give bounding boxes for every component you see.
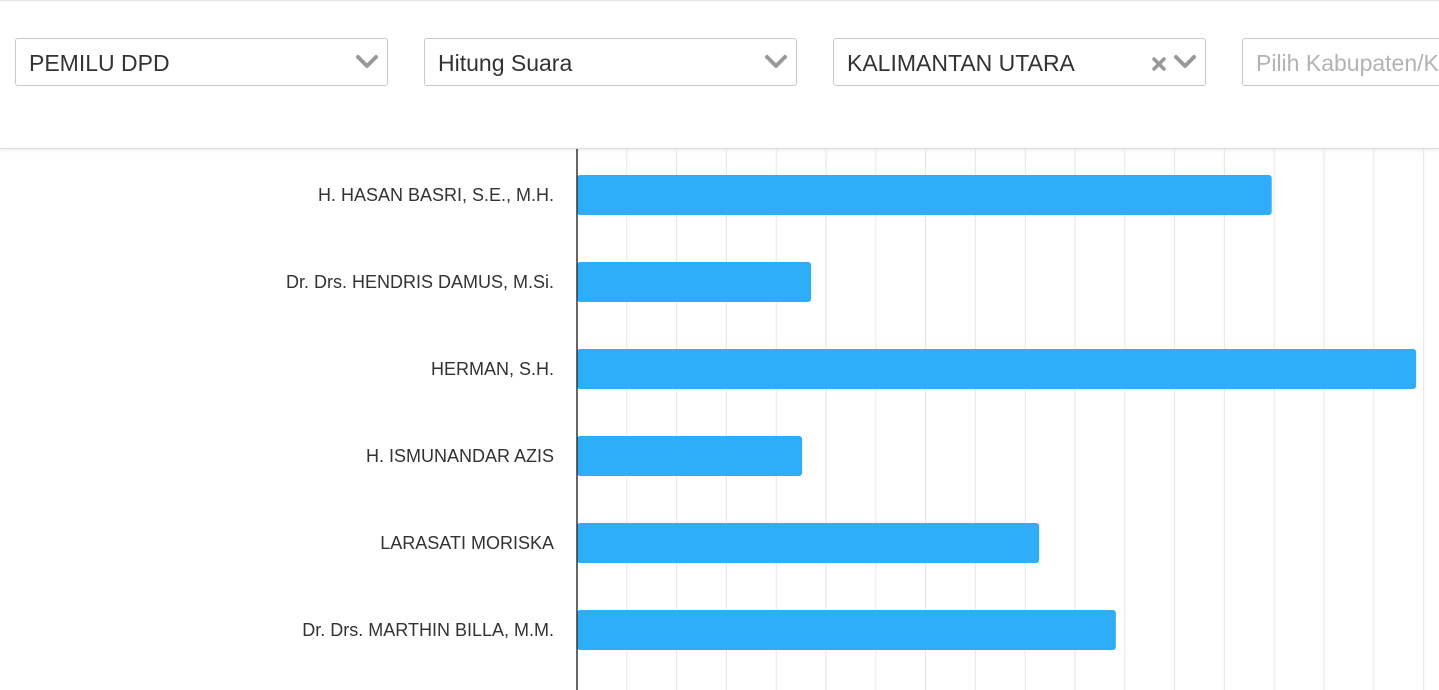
count-type-select[interactable]: Hitung Suara bbox=[424, 38, 797, 86]
category-label: HERMAN, S.H. bbox=[431, 359, 554, 379]
close-icon[interactable] bbox=[1151, 56, 1167, 72]
category-label: H. HASAN BASRI, S.E., M.H. bbox=[318, 185, 554, 205]
bar[interactable] bbox=[577, 262, 812, 302]
regency-placeholder: Pilih Kabupaten/Kota bbox=[1256, 50, 1439, 76]
bar[interactable] bbox=[577, 610, 1116, 650]
bar[interactable] bbox=[577, 349, 1417, 389]
chevron-down-icon[interactable] bbox=[1173, 53, 1197, 71]
chevron-down-icon[interactable] bbox=[355, 53, 379, 71]
regency-select[interactable]: Pilih Kabupaten/Kota bbox=[1242, 38, 1439, 86]
filter-bar: PEMILU DPD Hitung Suara KALIMANTAN UTARA… bbox=[0, 1, 1439, 149]
bar[interactable] bbox=[577, 436, 803, 476]
bar-chart: H. HASAN BASRI, S.E., M.H. Dr. Drs. HENDR… bbox=[286, 149, 1425, 690]
election-type-value: PEMILU DPD bbox=[29, 50, 170, 76]
gridlines bbox=[626, 149, 1425, 690]
count-type-value: Hitung Suara bbox=[438, 50, 573, 76]
bars bbox=[577, 175, 1417, 650]
bar[interactable] bbox=[577, 523, 1040, 563]
category-label: H. ISMUNANDAR AZIS bbox=[366, 446, 554, 466]
category-label: Dr. Drs. HENDRIS DAMUS, M.Si. bbox=[286, 272, 554, 292]
province-value: KALIMANTAN UTARA bbox=[847, 50, 1075, 76]
bar[interactable] bbox=[577, 175, 1272, 215]
category-label: LARASATI MORISKA bbox=[380, 533, 554, 553]
category-labels: H. HASAN BASRI, S.E., M.H. Dr. Drs. HENDR… bbox=[286, 185, 554, 640]
category-label: Dr. Drs. MARTHIN BILLA, M.M. bbox=[302, 620, 554, 640]
election-type-select[interactable]: PEMILU DPD bbox=[15, 38, 388, 86]
chevron-down-icon[interactable] bbox=[764, 53, 788, 71]
top-divider bbox=[0, 0, 1439, 1]
vote-count-chart: H. HASAN BASRI, S.E., M.H. Dr. Drs. HENDR… bbox=[0, 149, 1439, 690]
province-select[interactable]: KALIMANTAN UTARA bbox=[833, 38, 1206, 86]
